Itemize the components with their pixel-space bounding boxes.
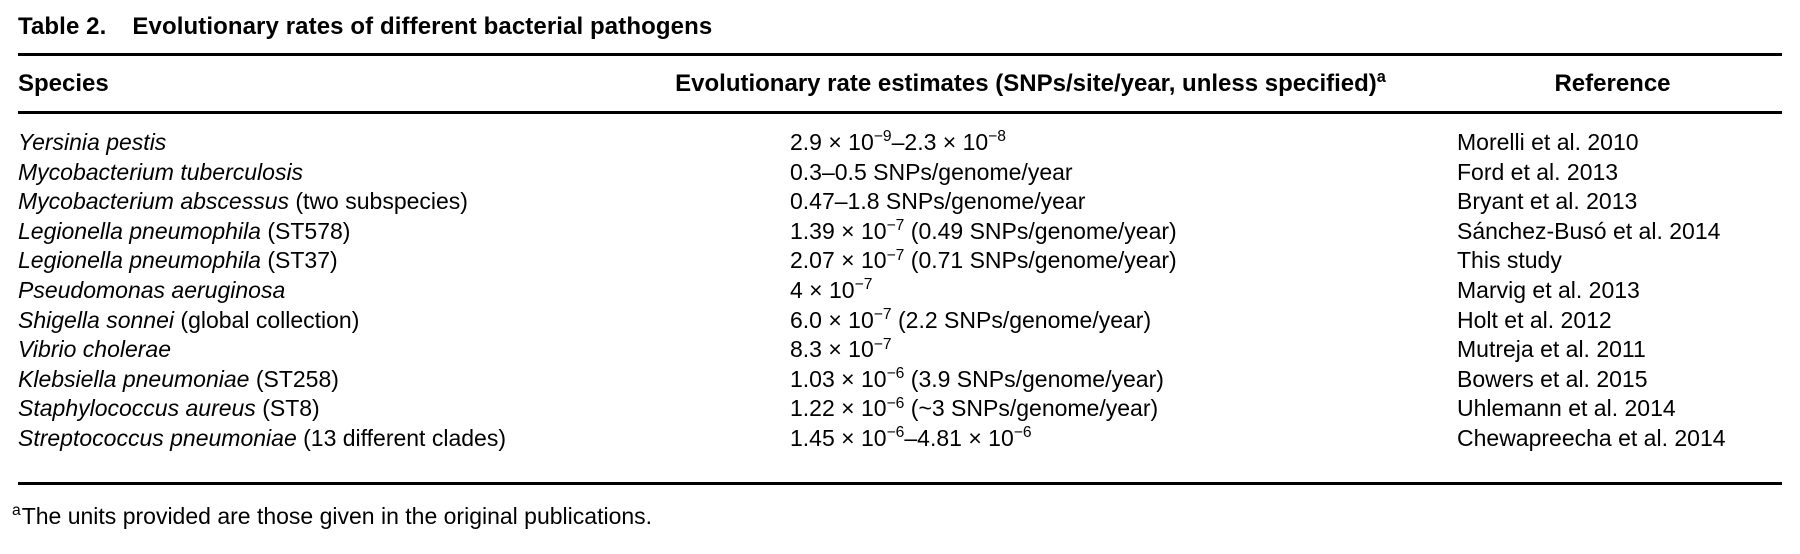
table-row: Pseudomonas aeruginosa 4 × 10−7 Marvig et … xyxy=(18,276,1782,306)
table-row: Streptococcus pneumoniae (13 different c… xyxy=(18,424,1782,483)
footnote-marker-a: a xyxy=(1376,67,1386,86)
exponent: −7 xyxy=(886,246,905,264)
reference-cell: Marvig et al. 2013 xyxy=(1457,276,1640,303)
rate-cell: 1.22 × 10−6 (~3 SNPs/genome/year) xyxy=(790,394,1159,422)
exponent: −6 xyxy=(886,424,905,442)
paper-table-figure: Table 2. Evolutionary rates of different … xyxy=(12,10,1782,530)
species-name: Legionella pneumophila xyxy=(18,247,261,274)
species-cell: Pseudomonas aeruginosa xyxy=(18,276,618,306)
species-qualifier: (ST37) xyxy=(260,247,338,274)
rate-cell: 0.47–1.8 SNPs/genome/year xyxy=(790,188,1086,215)
table-caption: Table 2. Evolutionary rates of different … xyxy=(18,10,1782,53)
reference-cell: This study xyxy=(1457,247,1562,274)
rate-cell: 0.3–0.5 SNPs/genome/year xyxy=(790,158,1073,185)
species-name: Mycobacterium abscessus xyxy=(18,188,289,215)
species-name: Yersinia pestis xyxy=(18,129,167,155)
exponent: −9 xyxy=(873,128,892,146)
rate-cell: 1.39 × 10−7 (0.49 SNPs/genome/year) xyxy=(790,217,1177,244)
table-row: Mycobacterium tuberculosis 0.3–0.5 SNPs/g… xyxy=(18,158,1782,188)
table-row: Vibrio cholerae 8.3 × 10−7 Mutreja et al. … xyxy=(18,335,1782,365)
rate-cell: 2.07 × 10−7 (0.71 SNPs/genome/year) xyxy=(790,246,1177,274)
species-name: Legionella pneumophila xyxy=(18,217,261,244)
column-header-species: Species xyxy=(18,54,618,114)
column-header-rate-text: Evolutionary rate estimates (SNPs/site/y… xyxy=(675,69,1377,97)
species-qualifier: (ST578) xyxy=(260,217,351,244)
table-header: Species Evolutionary rate estimates (SNP… xyxy=(18,54,1782,114)
species-cell: Streptococcus pneumoniae (13 different c… xyxy=(18,424,618,483)
table-row: Legionella pneumophila (ST37) 2.07 × 10−7… xyxy=(18,246,1782,276)
table-row: Shigella sonnei (global collection) 6.0 ×… xyxy=(18,306,1782,336)
species-cell: Klebsiella pneumoniae (ST258) xyxy=(18,365,618,395)
species-cell: Mycobacterium abscessus (two subspecies) xyxy=(18,187,618,217)
column-header-reference: Reference xyxy=(1443,54,1782,114)
table-row: Staphylococcus aureus (ST8) 1.22 × 10−6 (… xyxy=(18,394,1782,424)
reference-cell: Sánchez-Busó et al. 2014 xyxy=(1457,217,1721,244)
table-row: Mycobacterium abscessus (two subspecies)… xyxy=(18,187,1782,217)
reference-cell: Bowers et al. 2015 xyxy=(1457,365,1648,392)
exponent: −6 xyxy=(1013,424,1032,442)
rate-cell: 1.45 × 10−6–4.81 × 10−6 xyxy=(790,424,1032,451)
reference-cell: Bryant et al. 2013 xyxy=(1457,188,1638,215)
reference-cell: Chewapreecha et al. 2014 xyxy=(1457,424,1726,451)
species-name: Pseudomonas aeruginosa xyxy=(18,276,286,303)
species-qualifier: (13 different clades) xyxy=(296,424,506,451)
species-qualifier: (ST258) xyxy=(249,365,339,392)
table-footnote: aThe units provided are those given in t… xyxy=(12,503,1782,530)
species-cell: Yersinia pestis xyxy=(18,113,618,158)
exponent: −8 xyxy=(988,128,1006,146)
exponent: −6 xyxy=(886,365,905,383)
table-row: Legionella pneumophila (ST578) 1.39 × 10−… xyxy=(18,217,1782,247)
exponent: −7 xyxy=(854,276,873,294)
species-qualifier: (global collection) xyxy=(174,306,360,333)
species-cell: Legionella pneumophila (ST578) xyxy=(18,217,618,247)
column-header-rate: Evolutionary rate estimates (SNPs/site/y… xyxy=(618,54,1443,114)
species-name: Vibrio cholerae xyxy=(18,336,172,363)
rate-cell: 2.9 × 10−9–2.3 × 10−8 xyxy=(790,128,1006,155)
reference-cell: Mutreja et al. 2011 xyxy=(1457,336,1646,363)
species-name: Klebsiella pneumoniae xyxy=(18,365,250,392)
reference-cell: Ford et al. 2013 xyxy=(1457,158,1619,185)
rate-cell: 1.03 × 10−6 (3.9 SNPs/genome/year) xyxy=(790,365,1164,392)
evolutionary-rates-table: Species Evolutionary rate estimates (SNP… xyxy=(18,53,1782,485)
species-name: Shigella sonnei xyxy=(18,306,175,333)
header-row: Species Evolutionary rate estimates (SNP… xyxy=(18,54,1782,114)
table-body: Yersinia pestis 2.9 × 10−9–2.3 × 10−8 More… xyxy=(18,113,1782,484)
rate-cell: 8.3 × 10−7 xyxy=(790,335,892,363)
exponent: −6 xyxy=(886,394,905,412)
species-cell: Shigella sonnei (global collection) xyxy=(18,306,618,336)
table-row: Klebsiella pneumoniae (ST258) 1.03 × 10−6… xyxy=(18,365,1782,395)
species-cell: Mycobacterium tuberculosis xyxy=(18,158,618,188)
species-name: Mycobacterium tuberculosis xyxy=(18,158,304,185)
species-name: Staphylococcus aureus xyxy=(18,395,256,422)
species-cell: Vibrio cholerae xyxy=(18,335,618,365)
table-caption-title: Evolutionary rates of different bacteria… xyxy=(132,13,713,40)
exponent: −7 xyxy=(873,305,892,323)
reference-cell: Morelli et al. 2010 xyxy=(1457,129,1639,155)
table-caption-label: Table 2. xyxy=(18,13,107,40)
species-cell: Legionella pneumophila (ST37) xyxy=(18,246,618,276)
exponent: −7 xyxy=(886,217,905,235)
footnote-marker-a: a xyxy=(12,501,21,519)
species-name: Streptococcus pneumoniae xyxy=(18,424,297,451)
exponent: −7 xyxy=(873,335,892,353)
rate-cell: 6.0 × 10−7 (2.2 SNPs/genome/year) xyxy=(790,305,1152,333)
species-qualifier: (two subspecies) xyxy=(289,188,468,215)
rate-cell: 4 × 10−7 xyxy=(790,276,873,303)
species-qualifier: (ST8) xyxy=(255,395,320,422)
footnote-text: The units provided are those given in th… xyxy=(21,502,653,529)
reference-cell: Uhlemann et al. 2014 xyxy=(1457,395,1676,422)
species-cell: Staphylococcus aureus (ST8) xyxy=(18,394,618,424)
table-row: Yersinia pestis 2.9 × 10−9–2.3 × 10−8 More… xyxy=(18,113,1782,158)
reference-cell: Holt et al. 2012 xyxy=(1457,306,1612,333)
